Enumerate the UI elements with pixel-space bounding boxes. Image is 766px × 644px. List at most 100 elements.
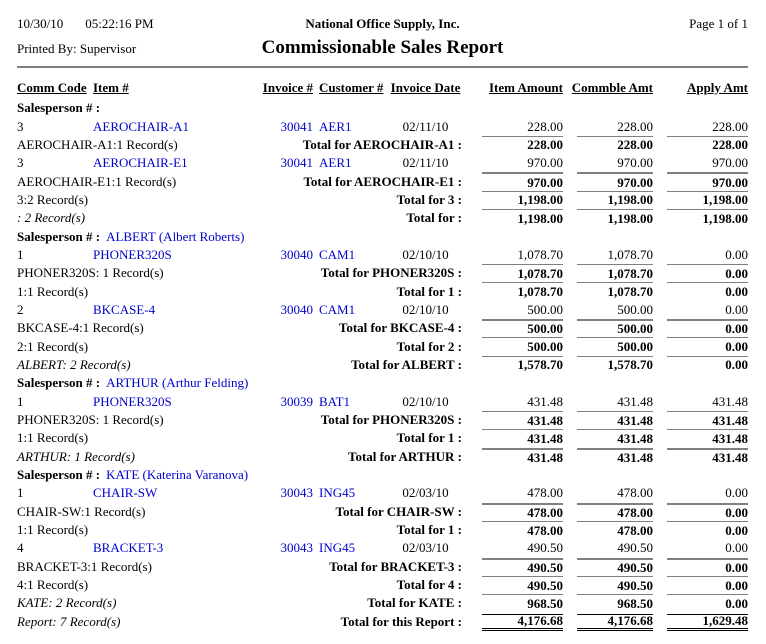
total-label: Total for this Report : — [340, 613, 462, 629]
subtotal-row: 3:2 Record(s) Total for 3 : 1,198.00 1,198.… — [17, 190, 748, 209]
commble-amt-cell: 500.00 — [617, 301, 653, 317]
commble-amt-total: 431.48 — [577, 410, 653, 429]
salesperson-link[interactable]: ARTHUR (Arthur Felding) — [106, 375, 249, 391]
item-link[interactable]: PHONER320S — [93, 246, 172, 262]
subtotal-row: PHONER320S: 1 Record(s) Total for PHONER3… — [17, 410, 748, 429]
record-count-label: KATE: 2 Record(s) — [17, 595, 117, 611]
total-label: Total for ARTHUR : — [347, 448, 462, 464]
detail-row: 2 BKCASE-4 30040 CAM1 02/10/10 500.00 500.00 0.… — [17, 301, 748, 319]
customer-link[interactable]: AER1 — [319, 155, 352, 171]
salesperson-link[interactable]: ALBERT (Albert Roberts) — [106, 228, 245, 244]
commble-amt-total: 490.50 — [577, 575, 653, 594]
total-label: Total for KATE : — [367, 595, 462, 611]
subtotal-row: AEROCHAIR-A1:1 Record(s) Total for AEROCH… — [17, 135, 748, 154]
apply-amt-total: 1,629.48 — [667, 613, 748, 631]
commble-amt-total: 1,198.00 — [577, 190, 653, 209]
subtotal-row: KATE: 2 Record(s) Total for KATE : 968.50 9… — [17, 594, 748, 612]
col-header-comm-code: Comm Code — [17, 80, 87, 95]
total-label: Total for 1 : — [396, 522, 462, 538]
invoice-link[interactable]: 30040 — [280, 301, 314, 317]
detail-row: 1 PHONER320S 30039 BAT1 02/10/10 431.48 431.48… — [17, 393, 748, 411]
item-amount-cell: 431.48 — [527, 393, 563, 409]
customer-link[interactable]: CAM1 — [319, 246, 356, 262]
item-link[interactable]: CHAIR-SW — [93, 485, 158, 501]
apply-amt-cell: 0.00 — [725, 246, 748, 262]
col-header-invoice: Invoice # — [262, 80, 313, 95]
page-header-line2: Printed By: Supervisor Commissionable Sa… — [17, 37, 748, 59]
total-label: Total for : — [406, 210, 462, 226]
total-label: Total for 1 : — [396, 430, 462, 446]
detail-row: 1 CHAIR-SW 30043 ING45 02/03/10 478.00 478.00 0… — [17, 484, 748, 502]
customer-link[interactable]: AER1 — [319, 118, 352, 134]
page-header-line1: 10/30/10 05:22:16 PM National Office Sup… — [17, 0, 748, 32]
customer-link[interactable]: BAT1 — [319, 393, 351, 409]
total-label: Total for AEROCHAIR-E1 : — [303, 173, 462, 189]
subtotal-row: 1:1 Record(s) Total for 1 : 431.48 431.48 43… — [17, 429, 748, 447]
customer-link[interactable]: ING45 — [319, 485, 356, 501]
comm-code-cell: 3 — [17, 155, 24, 171]
item-amount-total: 478.00 — [482, 520, 563, 539]
invoice-link[interactable]: 30039 — [280, 393, 314, 409]
item-link[interactable]: AEROCHAIR-E1 — [93, 155, 188, 171]
item-link[interactable]: AEROCHAIR-A1 — [93, 118, 190, 134]
item-link[interactable]: BKCASE-4 — [93, 301, 156, 317]
commble-amt-cell: 228.00 — [617, 118, 653, 134]
commble-amt-total: 431.48 — [577, 429, 653, 447]
apply-amt-total: 0.00 — [667, 502, 748, 521]
col-header-apply-amt: Apply Amt — [686, 80, 748, 95]
record-count-label: PHONER320S: 1 Record(s) — [17, 412, 164, 428]
print-time: 05:22:16 PM — [85, 16, 154, 31]
col-header-commble-amt: Commble Amt — [571, 80, 653, 95]
customer-link[interactable]: ING45 — [319, 540, 356, 556]
commble-amt-cell: 478.00 — [617, 485, 653, 501]
item-link[interactable]: PHONER320S — [93, 393, 172, 409]
total-label: Total for CHAIR-SW : — [335, 503, 462, 519]
total-label: Total for BRACKET-3 : — [329, 558, 462, 574]
record-count-label: 4:1 Record(s) — [17, 577, 89, 593]
item-amount-total: 490.50 — [482, 557, 563, 576]
group-header-row: Salesperson # : KATE (Katerina Varanova) — [17, 466, 748, 484]
commble-amt-total: 431.48 — [577, 447, 653, 466]
comm-code-cell: 3 — [17, 118, 24, 134]
record-count-label: AEROCHAIR-E1:1 Record(s) — [17, 173, 177, 189]
apply-amt-cell: 431.48 — [712, 393, 748, 409]
item-amount-total: 1,078.70 — [482, 282, 563, 300]
report-title: Commissionable Sales Report — [261, 37, 504, 58]
record-count-label: 1:1 Record(s) — [17, 522, 89, 538]
invoice-link[interactable]: 30043 — [280, 485, 314, 501]
comm-code-cell: 4 — [17, 540, 24, 556]
record-count-label: : 2 Record(s) — [17, 210, 86, 226]
commble-amt-cell: 431.48 — [617, 393, 653, 409]
total-label: Total for 4 : — [396, 577, 462, 593]
invoice-date-cell: 02/03/10 — [402, 485, 449, 501]
apply-amt-cell: 228.00 — [712, 118, 748, 134]
invoice-date-cell: 02/10/10 — [402, 393, 449, 409]
comm-code-cell: 1 — [17, 485, 24, 501]
invoice-link[interactable]: 30040 — [280, 246, 314, 262]
item-amount-total: 1,578.70 — [482, 355, 563, 374]
company-name: National Office Supply, Inc. — [305, 16, 460, 31]
item-link[interactable]: BRACKET-3 — [93, 540, 164, 556]
apply-amt-total: 0.00 — [667, 594, 748, 612]
commble-amt-total: 1,198.00 — [577, 209, 653, 227]
subtotal-row: CHAIR-SW:1 Record(s) Total for CHAIR-SW :… — [17, 502, 748, 521]
salesperson-link[interactable]: KATE (Katerina Varanova) — [106, 467, 249, 483]
item-amount-total: 968.50 — [482, 594, 563, 612]
apply-amt-cell: 0.00 — [725, 540, 748, 556]
item-amount-total: 431.48 — [482, 447, 563, 466]
customer-link[interactable]: CAM1 — [319, 301, 356, 317]
invoice-date-cell: 02/03/10 — [402, 540, 449, 556]
item-amount-total: 1,078.70 — [482, 264, 563, 282]
item-amount-total: 1,198.00 — [482, 190, 563, 209]
total-label: Total for BKCASE-4 : — [338, 320, 462, 336]
subtotal-row: AEROCHAIR-E1:1 Record(s) Total for AEROCH… — [17, 172, 748, 190]
invoice-link[interactable]: 30041 — [280, 155, 314, 171]
item-amount-total: 500.00 — [482, 319, 563, 337]
item-amount-total: 431.48 — [482, 429, 563, 447]
invoice-link[interactable]: 30043 — [280, 540, 314, 556]
invoice-link[interactable]: 30041 — [280, 118, 314, 134]
salesperson-label: Salesperson # : — [17, 375, 101, 391]
salesperson-label: Salesperson # : — [17, 228, 101, 244]
comm-code-cell: 1 — [17, 393, 24, 409]
commble-amt-total: 228.00 — [577, 135, 653, 154]
